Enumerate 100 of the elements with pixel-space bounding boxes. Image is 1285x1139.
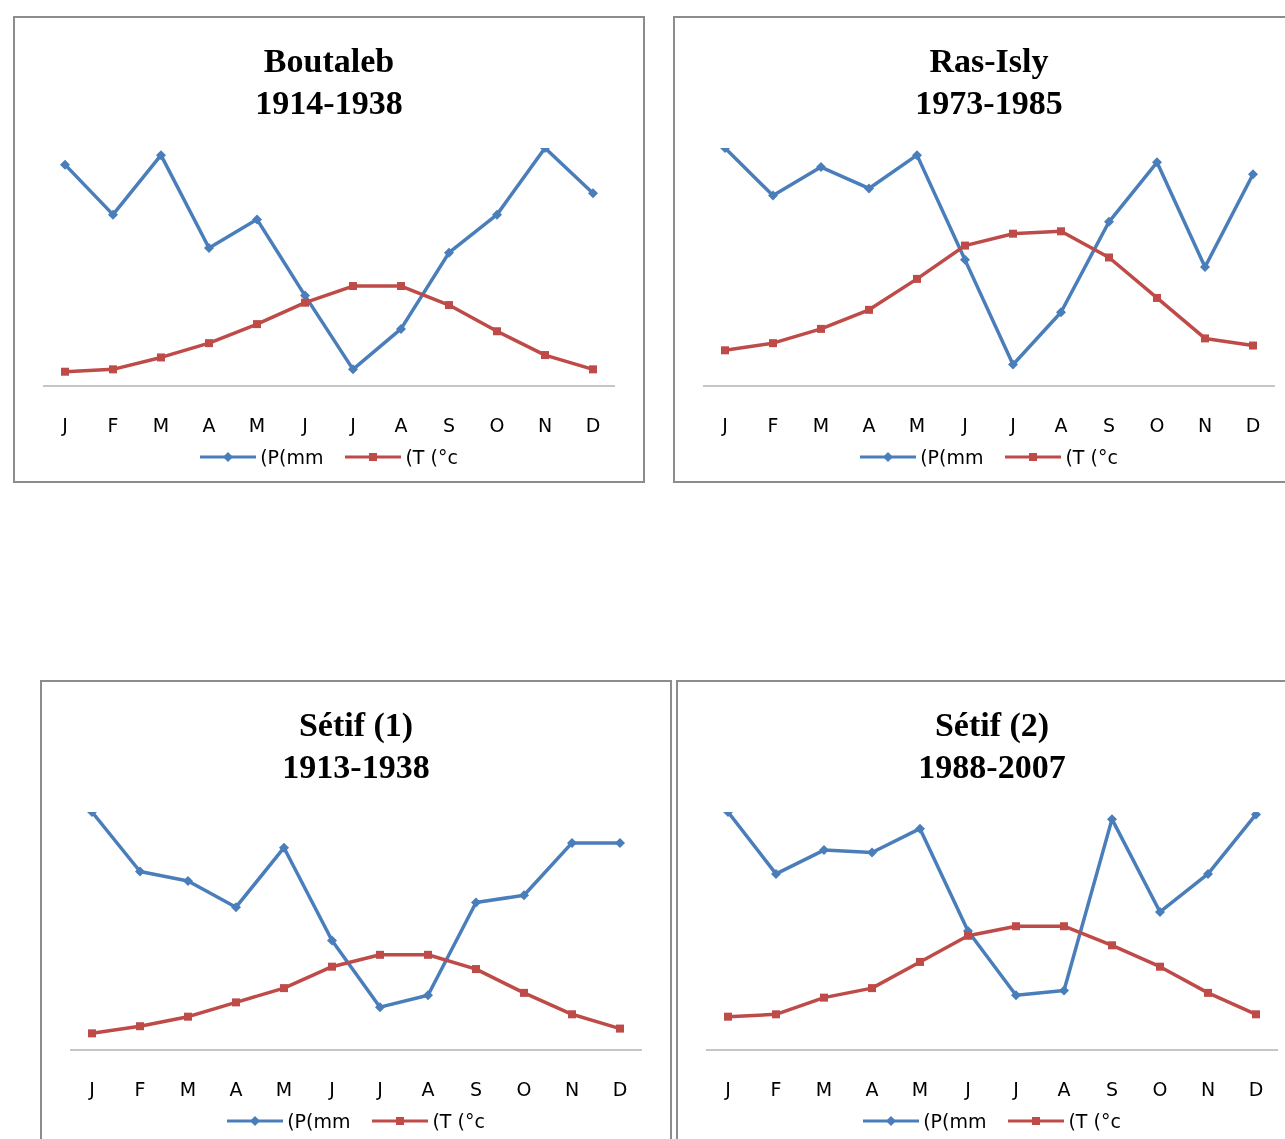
point	[136, 1022, 144, 1031]
point	[864, 183, 874, 194]
point	[912, 150, 922, 161]
x-tick-label: S	[1102, 414, 1116, 437]
x-tick-label: J	[964, 1078, 971, 1101]
legend-label: (T (°c	[432, 1110, 485, 1132]
point	[724, 1012, 732, 1021]
point	[615, 837, 625, 848]
point	[183, 876, 193, 887]
point	[108, 209, 118, 220]
x-tick-label: N	[1200, 1078, 1216, 1101]
point	[916, 957, 924, 966]
x-tick-label: A	[229, 1078, 243, 1101]
point	[721, 346, 729, 355]
x-tick-label: J	[61, 414, 68, 437]
x-tick-label: A	[1054, 414, 1068, 437]
x-tick-label: J	[88, 1078, 95, 1101]
point	[867, 847, 877, 858]
legend-label: (P(mm	[260, 446, 324, 468]
point	[1248, 169, 1258, 180]
point	[1155, 906, 1165, 917]
x-tick-label: S	[469, 1078, 483, 1101]
x-tick-label: O	[489, 414, 505, 437]
x-tick-label: F	[767, 414, 779, 437]
point	[1200, 262, 1210, 272]
x-tick-label: J	[376, 1078, 383, 1101]
x-tick-label: N	[564, 1078, 580, 1101]
point	[915, 823, 925, 834]
point	[280, 984, 288, 993]
x-tick-label: A	[421, 1078, 435, 1101]
point	[445, 301, 453, 310]
legend-label: (T (°c	[405, 446, 458, 468]
x-tick-label: D	[585, 414, 601, 437]
x-tick-label: N	[537, 414, 553, 437]
point	[1060, 922, 1068, 931]
x-tick-label: J	[301, 414, 308, 437]
x-tick-label: O	[516, 1078, 532, 1101]
point	[1059, 985, 1069, 996]
point	[396, 323, 406, 334]
chart-title: Sétif (1) 1913-1938	[281, 705, 431, 787]
point	[819, 845, 829, 856]
point	[61, 367, 69, 376]
point	[1012, 922, 1020, 931]
x-tick-label: A	[1057, 1078, 1071, 1101]
point	[1203, 868, 1213, 879]
point	[349, 282, 357, 291]
point	[444, 247, 454, 258]
x-tick-label: J	[961, 414, 968, 437]
x-tick-label: J	[721, 414, 728, 437]
point	[1252, 1010, 1260, 1019]
point	[768, 190, 778, 201]
point	[964, 931, 972, 940]
x-tick-label: J	[349, 414, 356, 437]
point	[588, 188, 598, 199]
point	[1201, 334, 1209, 343]
point	[327, 935, 337, 946]
x-tick-label: M	[275, 1078, 293, 1101]
point	[820, 993, 828, 1002]
point	[960, 254, 970, 265]
point	[204, 242, 214, 253]
point	[471, 897, 481, 908]
point	[423, 990, 433, 1001]
chart-title: Sétif (2) 1988-2007	[917, 705, 1067, 787]
x-tick-label: D	[1248, 1078, 1264, 1101]
x-tick-label: N	[1197, 414, 1213, 437]
point	[1251, 812, 1261, 820]
point	[424, 950, 432, 959]
x-tick-label: O	[1149, 414, 1165, 437]
x-tick-label: M	[152, 414, 170, 437]
point	[1008, 359, 1018, 370]
point	[252, 214, 262, 225]
x-tick-label: A	[394, 414, 408, 437]
point	[60, 159, 70, 170]
point	[1011, 990, 1021, 1001]
point	[769, 339, 777, 348]
x-tick-label: M	[179, 1078, 197, 1101]
x-tick-label: F	[107, 414, 119, 437]
x-tick-label: D	[612, 1078, 628, 1101]
x-tick-label: M	[248, 414, 266, 437]
point	[135, 866, 145, 877]
point	[156, 150, 166, 161]
point	[865, 305, 873, 314]
point	[376, 950, 384, 959]
point	[493, 327, 501, 336]
legend-label: (P(mm	[923, 1110, 987, 1132]
point	[567, 837, 577, 848]
x-tick-label: A	[865, 1078, 879, 1101]
point	[157, 353, 165, 362]
point	[520, 988, 528, 997]
chart-title: Boutaleb 1914-1938	[254, 41, 404, 123]
x-tick-label: O	[1152, 1078, 1168, 1101]
x-tick-label: A	[862, 414, 876, 437]
x-tick-label: M	[908, 414, 926, 437]
point	[568, 1010, 576, 1019]
legend-label: (P(mm	[287, 1110, 351, 1132]
point	[232, 998, 240, 1007]
point	[184, 1012, 192, 1021]
point	[231, 902, 241, 913]
point	[771, 868, 781, 879]
x-tick-label: J	[328, 1078, 335, 1101]
